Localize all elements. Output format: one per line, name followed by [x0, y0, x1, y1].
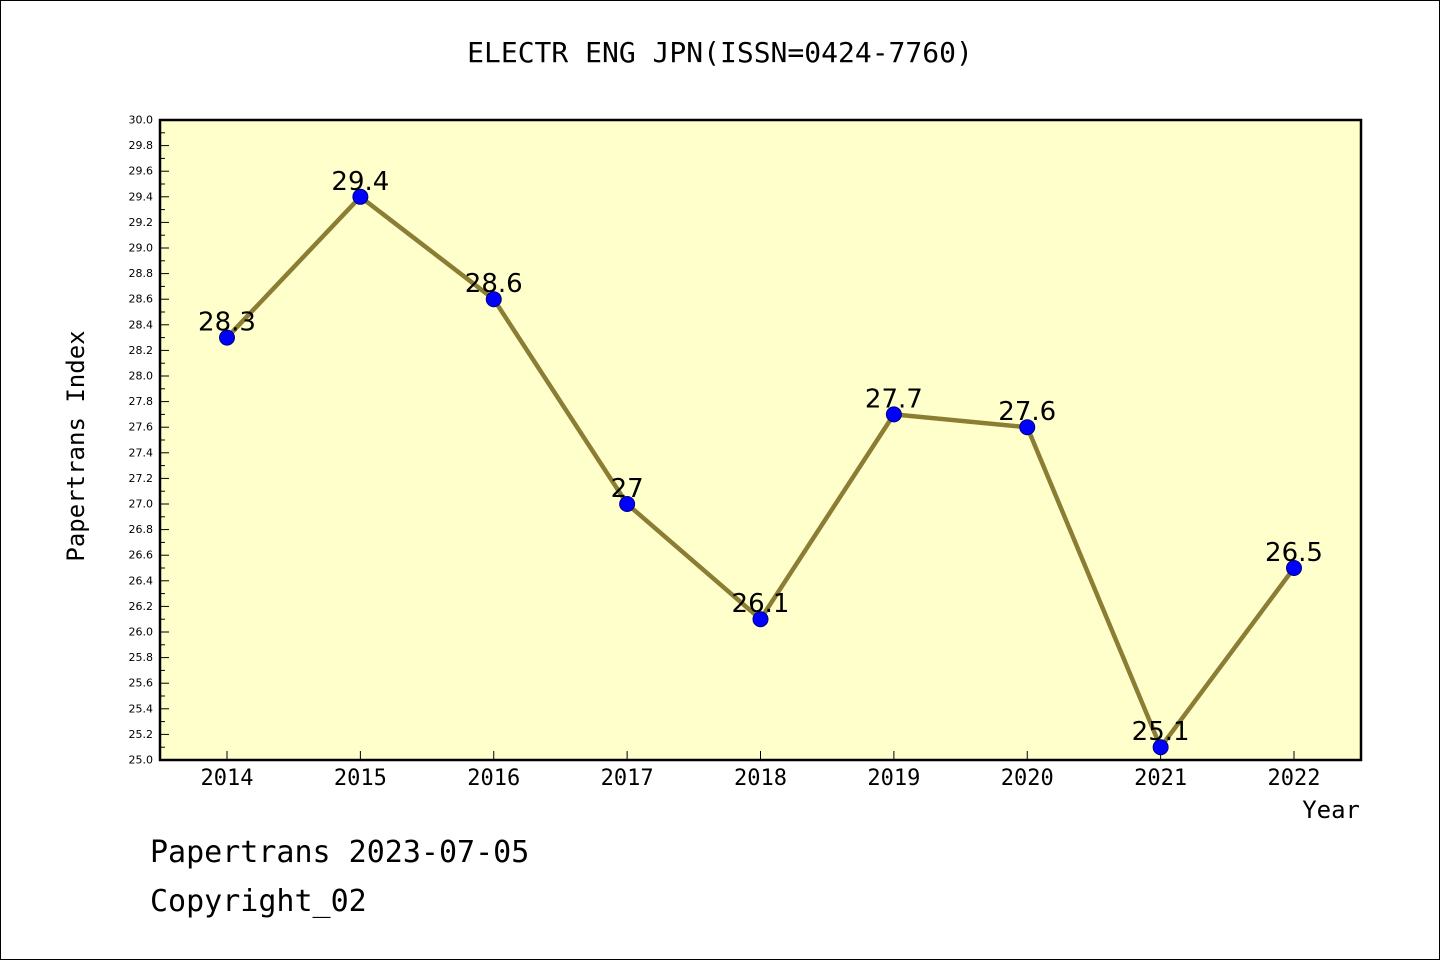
x-axis-label: Year [1302, 796, 1360, 824]
x-tick-label: 2014 [201, 766, 254, 791]
data-point [485, 291, 502, 308]
data-point [619, 496, 636, 512]
data-labels: 28.3 29.4 28.6 27 26.1 27.7 27.6 25.1 26.5 [198, 167, 1323, 747]
x-tick-label: 2017 [601, 766, 654, 791]
x-tick-label: 2016 [467, 766, 520, 791]
y-tick-label: 27.6 [129, 421, 154, 434]
footer-date: Papertrans 2023-07-05 [150, 835, 530, 870]
data-label: 28.6 [465, 269, 523, 299]
data-points [219, 188, 1302, 756]
y-tick-label: 26.0 [129, 626, 154, 639]
y-tick-label: 25.0 [129, 754, 154, 767]
data-point [752, 611, 769, 628]
data-point [1019, 419, 1036, 436]
y-tick-label: 26.8 [129, 523, 154, 536]
y-tick-label: 26.6 [129, 549, 154, 562]
y-axis: 25.0 25.2 25.4 25.6 25.8 26.0 26.2 26.4 26.6 26.8… [129, 114, 169, 767]
y-tick-label: 25.8 [129, 651, 154, 664]
footer-copyright: Copyright_02 [150, 884, 367, 919]
y-tick-label: 29.0 [129, 242, 154, 255]
data-label: 29.4 [331, 167, 389, 197]
y-tick-label: 28.6 [129, 293, 154, 306]
data-label: 27 [611, 474, 644, 504]
y-tick-label: 27.8 [129, 395, 154, 408]
data-label: 28.3 [198, 308, 256, 338]
y-tick-label: 27.0 [129, 498, 154, 511]
y-tick-label: 29.8 [129, 139, 154, 152]
data-label: 26.5 [1265, 538, 1323, 568]
y-axis-label: Papertrans Index [62, 330, 90, 562]
y-tick-label: 26.4 [129, 574, 154, 587]
y-tick-label: 28.2 [129, 344, 154, 357]
y-tick-label: 29.4 [129, 190, 154, 203]
x-tick-label: 2020 [1001, 766, 1054, 791]
plot-border [158, 118, 1363, 762]
y-tick-label: 29.2 [129, 216, 154, 229]
data-point [885, 406, 902, 423]
y-tick-label: 26.2 [129, 600, 154, 613]
x-tick-label: 2015 [334, 766, 387, 791]
y-tick-label: 27.4 [129, 446, 154, 459]
y-tick-label: 28.0 [129, 370, 154, 383]
data-label: 26.1 [732, 589, 790, 619]
x-tick-label: 2022 [1268, 766, 1321, 791]
y-tick-label: 28.4 [129, 318, 154, 331]
y-tick-label: 30.0 [129, 114, 154, 127]
data-point [352, 188, 369, 205]
data-label: 25.1 [1132, 717, 1190, 747]
data-label: 27.6 [998, 397, 1056, 427]
x-tick-label: 2018 [734, 766, 787, 791]
x-tick-label: 2019 [867, 766, 920, 791]
x-tick-label: 2021 [1134, 766, 1187, 791]
data-point [219, 329, 235, 346]
y-tick-label: 28.8 [129, 267, 154, 280]
data-point [1152, 739, 1169, 756]
chart-title: ELECTR ENG JPN(ISSN=0424-7760) [467, 36, 973, 69]
y-tick-label: 25.2 [129, 728, 154, 741]
y-tick-label: 29.6 [129, 165, 154, 178]
y-tick-label: 27.2 [129, 472, 154, 485]
data-point [1286, 560, 1302, 576]
y-tick-label: 25.6 [129, 677, 154, 690]
y-tick-label: 25.4 [129, 702, 154, 715]
x-axis: 2014 2015 2016 2017 2018 2019 2020 2021 2022 [201, 751, 1321, 791]
plot-area [160, 120, 1361, 760]
data-label: 27.7 [865, 384, 923, 414]
